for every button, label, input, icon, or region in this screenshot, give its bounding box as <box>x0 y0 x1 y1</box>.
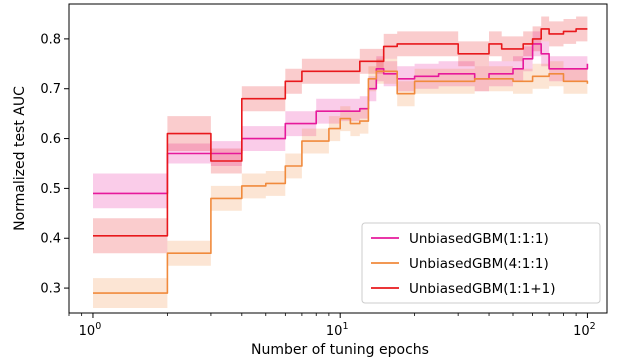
series-line-2 <box>93 70 589 294</box>
series-lines <box>93 28 589 294</box>
y-tick-label: 0.7 <box>40 82 61 97</box>
x-tick-exponent: 1 <box>342 321 348 332</box>
series-line-3 <box>93 28 588 237</box>
x-tick-label: 100 <box>79 321 102 339</box>
y-tick-label: 0.8 <box>40 32 61 47</box>
series-line-1 <box>93 43 589 195</box>
x-tick-label: 102 <box>573 321 596 339</box>
x-tick-label: 101 <box>326 321 349 339</box>
x-tick-base: 10 <box>573 324 590 339</box>
y-tick-label: 0.5 <box>40 182 61 197</box>
x-tick-exponent: 2 <box>590 321 596 332</box>
legend-box <box>361 222 601 304</box>
x-axis-label: Number of tuning epochs <box>251 342 429 358</box>
x-tick-base: 10 <box>326 324 343 339</box>
y-tick-label: 0.6 <box>40 132 61 147</box>
confidence-band-2 <box>93 58 588 308</box>
legend: UnbiasedGBM(1:1:1) UnbiasedGBM(4:1:1) Unbi… <box>361 222 601 304</box>
x-tick-exponent: 0 <box>95 321 101 332</box>
confidence-band-3 <box>93 16 588 254</box>
y-axis-ticks: 0.3 0.4 0.5 0.6 0.7 0.8 <box>40 32 69 297</box>
legend-label: UnbiasedGBM(4:1:1) <box>409 256 549 272</box>
plot-frame <box>68 3 608 314</box>
y-axis-label: Normalized test AUC <box>12 86 28 231</box>
x-axis-ticks: 100 101 102 <box>68 313 596 339</box>
x-tick-base: 10 <box>79 324 96 339</box>
y-tick-label: 0.4 <box>40 232 61 247</box>
legend-label: UnbiasedGBM(1:1+1) <box>409 281 555 297</box>
y-tick-label: 0.3 <box>40 282 61 297</box>
legend-label: UnbiasedGBM(1:1:1) <box>409 231 549 247</box>
